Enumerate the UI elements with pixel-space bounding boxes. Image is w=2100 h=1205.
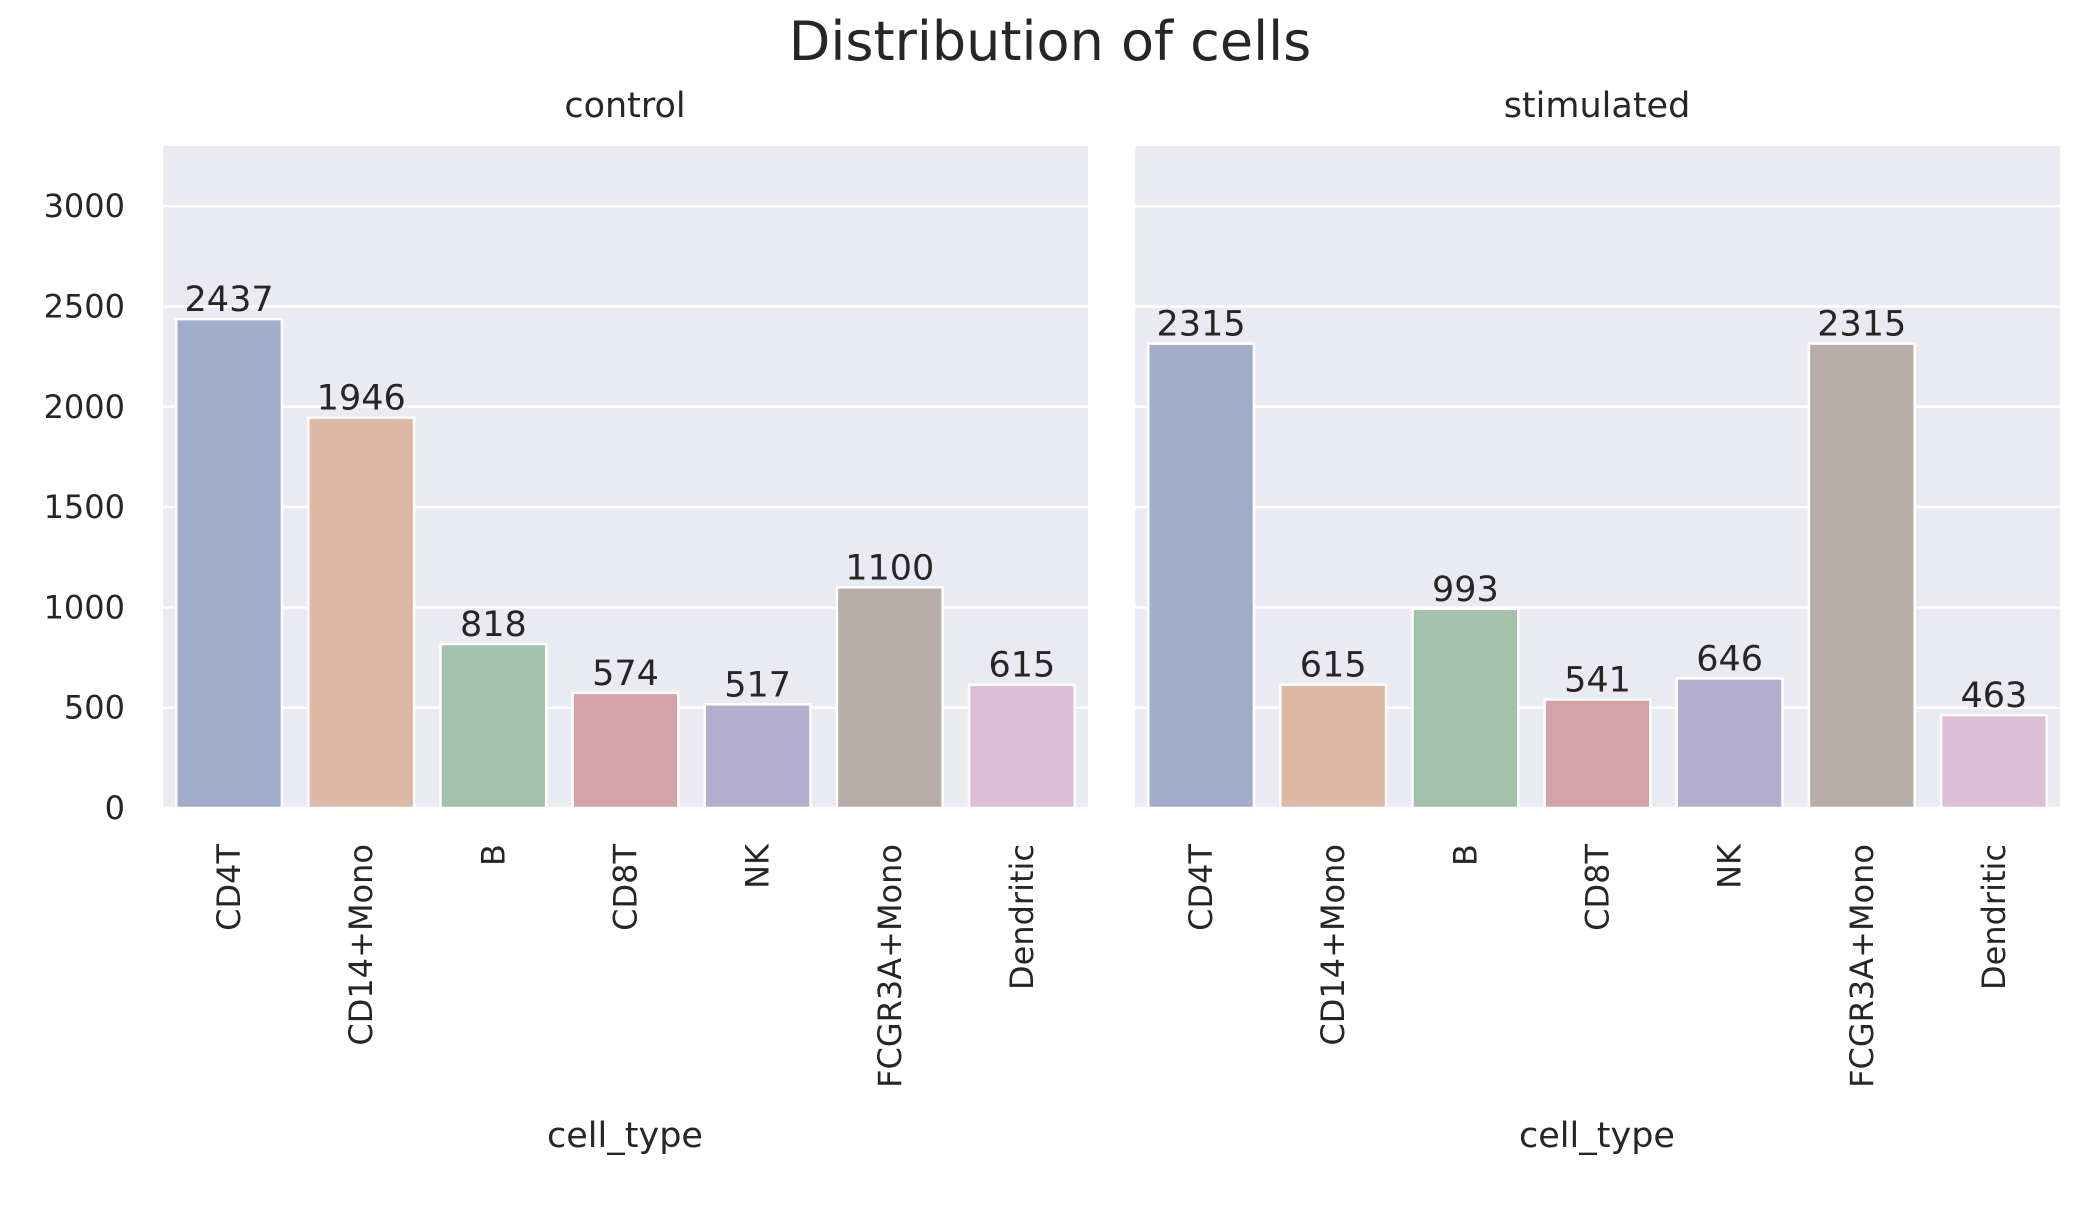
data-label: 463 bbox=[1961, 676, 2028, 716]
bar-control-cd8t bbox=[571, 691, 680, 810]
x-ticks-stimulated: CD4T CD14+Mono B CD8T NK FCGR3A+Mono Dendritic bbox=[1182, 843, 2013, 1088]
x-axis-label-control: cell_type bbox=[547, 1116, 703, 1156]
bar-control-cd14-mono bbox=[307, 416, 416, 810]
y-tick-label: 0 bbox=[105, 789, 125, 827]
x-ticks-control: CD4T CD14+Mono B CD8T NK FCGR3A+Mono Dendritic bbox=[210, 843, 1041, 1088]
x-tick-label: CD14+Mono bbox=[1314, 844, 1352, 1046]
x-tick-label: CD8T bbox=[607, 844, 645, 931]
x-tick-label: NK bbox=[1711, 843, 1749, 889]
data-labels-stimulated: 2315 615 993 541 646 2315 463 bbox=[1157, 305, 2028, 717]
x-tick-label: NK bbox=[739, 843, 777, 889]
x-tick-label: CD8T bbox=[1579, 844, 1617, 931]
data-label: 818 bbox=[460, 605, 527, 645]
bar-stimulated-cd8t bbox=[1543, 698, 1652, 810]
panel-title-control: control bbox=[564, 86, 685, 126]
x-tick-label: CD4T bbox=[1182, 844, 1220, 931]
data-label: 574 bbox=[592, 654, 659, 694]
x-tick-label: CD4T bbox=[210, 844, 248, 931]
y-tick-label: 3000 bbox=[44, 187, 125, 225]
x-tick-label: B bbox=[1446, 844, 1484, 866]
data-label: 517 bbox=[724, 665, 791, 705]
x-tick-label: Dendritic bbox=[1003, 844, 1041, 990]
chart-title: Distribution of cells bbox=[789, 10, 1311, 73]
y-tick-label: 1000 bbox=[44, 588, 125, 626]
x-tick-label: FCGR3A+Mono bbox=[1843, 844, 1881, 1088]
bars-stimulated bbox=[1146, 342, 2049, 810]
y-tick-label: 2000 bbox=[44, 388, 125, 426]
data-label: 1946 bbox=[317, 379, 406, 419]
x-axis-label-stimulated: cell_type bbox=[1519, 1116, 1675, 1156]
data-label: 615 bbox=[1300, 646, 1367, 686]
data-label: 2315 bbox=[1157, 305, 1246, 345]
x-tick-label: B bbox=[474, 844, 512, 866]
bar-stimulated-cd4t bbox=[1146, 342, 1256, 810]
bars-control bbox=[174, 317, 1077, 810]
y-axis-control: 0 500 1000 1500 2000 2500 3000 bbox=[44, 187, 125, 827]
bar-control-b bbox=[439, 642, 548, 810]
y-tick-label: 2500 bbox=[44, 287, 125, 325]
data-label: 1100 bbox=[845, 548, 934, 588]
y-tick-label: 1500 bbox=[44, 488, 125, 526]
x-tick-label: Dendritic bbox=[1975, 844, 2013, 990]
data-label: 615 bbox=[989, 646, 1056, 686]
bar-stimulated-dendritic bbox=[1939, 713, 2049, 810]
data-label: 541 bbox=[1564, 660, 1631, 700]
data-label: 2315 bbox=[1817, 305, 1906, 345]
data-labels-control: 2437 1946 818 574 517 1100 615 bbox=[185, 280, 1056, 705]
bar-stimulated-b bbox=[1411, 607, 1520, 810]
y-tick-label: 500 bbox=[64, 689, 125, 727]
x-tick-label: CD14+Mono bbox=[342, 844, 380, 1046]
bar-control-dendritic bbox=[967, 683, 1077, 810]
bar-control-fcgr3a-mono bbox=[835, 586, 944, 810]
bar-stimulated-fcgr3a-mono bbox=[1807, 342, 1916, 810]
bar-control-nk bbox=[703, 703, 812, 810]
data-label: 2437 bbox=[185, 280, 274, 320]
bar-control-cd4t bbox=[174, 317, 284, 810]
x-tick-label: FCGR3A+Mono bbox=[871, 844, 909, 1088]
bar-stimulated-nk bbox=[1675, 677, 1784, 810]
data-label: 646 bbox=[1696, 639, 1763, 679]
panel-title-stimulated: stimulated bbox=[1504, 86, 1691, 126]
bar-stimulated-cd14-mono bbox=[1279, 683, 1388, 810]
data-label: 993 bbox=[1432, 570, 1499, 610]
